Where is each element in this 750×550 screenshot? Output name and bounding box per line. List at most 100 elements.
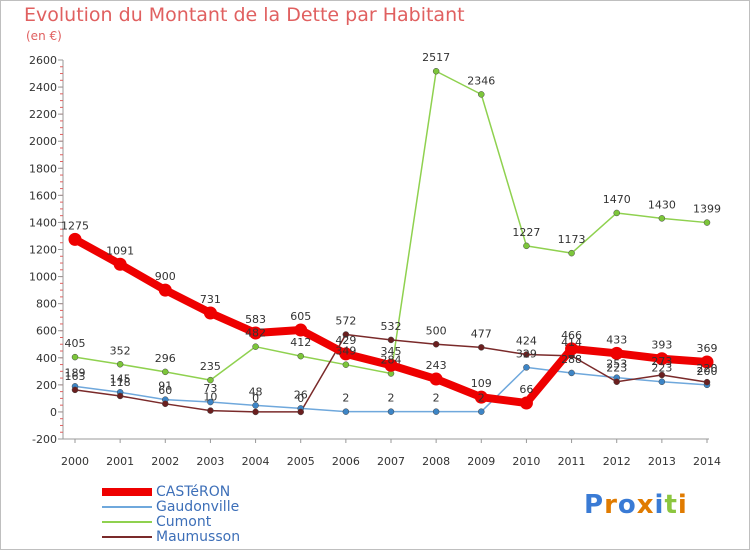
data-point-cumont [703, 219, 711, 226]
y-tick-label: 2400 [29, 81, 57, 94]
x-tick-label: 2002 [151, 455, 179, 468]
legend-item: CASTéRON [102, 483, 240, 500]
data-label-maumusson: 477 [471, 327, 492, 340]
data-label-cast-ron: 605 [290, 310, 311, 323]
data-label-cumont: 1227 [512, 226, 540, 239]
data-point-gaudonville [387, 408, 395, 415]
data-label-maumusson: 532 [381, 320, 402, 333]
x-tick-label: 2000 [61, 455, 89, 468]
y-tick-label: -200 [32, 433, 57, 446]
data-label-gaudonville: 145 [110, 372, 131, 385]
data-label-cumont: 405 [65, 337, 86, 350]
x-tick-label: 2009 [467, 455, 495, 468]
legend-item: Cumont [102, 513, 240, 530]
data-label-cast-ron: 433 [606, 333, 627, 346]
data-point-maumusson [342, 331, 350, 338]
y-tick-label: 1800 [29, 162, 57, 175]
logo-letter: i [677, 490, 688, 520]
y-tick-label: 1600 [29, 189, 57, 202]
data-label-cumont: 349 [335, 345, 356, 358]
data-label-cast-ron: 900 [155, 270, 176, 283]
x-tick-label: 2010 [512, 455, 540, 468]
data-point-cumont [523, 242, 530, 250]
proxiti-logo: Proxiti [584, 490, 688, 520]
data-label-cast-ron: 345 [381, 345, 402, 358]
x-tick-label: 2007 [377, 455, 405, 468]
data-point-maumusson [703, 378, 711, 386]
y-tick-label: 200 [36, 379, 57, 392]
data-label-maumusson: 220 [697, 362, 718, 375]
data-label-cumont: 1470 [603, 193, 631, 206]
x-tick-label: 2003 [196, 455, 224, 468]
data-label-gaudonville: 26 [294, 388, 308, 401]
data-point-cast-ron [249, 326, 263, 340]
data-label-maumusson: 572 [335, 315, 356, 328]
data-point-maumusson [432, 341, 440, 348]
data-point-maumusson [207, 407, 214, 414]
series-markers [68, 67, 714, 416]
data-point-cast-ron [384, 358, 398, 372]
data-point-cumont [432, 67, 440, 75]
legend-swatch [102, 535, 152, 538]
legend-label: Gaudonville [156, 498, 240, 515]
data-label-gaudonville: 2 [433, 392, 440, 405]
legend-label: CASTéRON [156, 483, 231, 500]
y-tick-label: 600 [36, 325, 57, 338]
data-label-cumont: 296 [155, 352, 176, 365]
y-tick-label: 2000 [29, 135, 57, 148]
data-label-gaudonville: 2 [388, 392, 395, 405]
data-label-cast-ron: 66 [519, 383, 533, 396]
data-point-maumusson [252, 408, 259, 416]
x-tick-label: 2001 [106, 455, 134, 468]
data-label-cast-ron: 466 [561, 329, 582, 342]
y-tick-label: 800 [36, 298, 57, 311]
data-point-cast-ron [113, 257, 127, 271]
data-point-cumont [342, 361, 350, 368]
data-point-cumont [162, 368, 169, 376]
logo-letter: i [654, 490, 665, 520]
legend-label: Maumusson [156, 528, 241, 545]
data-label-cast-ron: 583 [245, 313, 266, 326]
data-point-maumusson [658, 371, 666, 379]
data-label-maumusson: 10 [203, 391, 217, 404]
data-point-gaudonville [342, 408, 350, 415]
data-label-cast-ron: 1275 [61, 219, 89, 232]
x-tick-label: 2008 [422, 455, 450, 468]
data-point-gaudonville [207, 398, 214, 406]
data-label-cumont: 482 [245, 327, 266, 340]
data-label-gaudonville: 2 [342, 392, 349, 405]
data-label-cumont: 1430 [648, 198, 676, 211]
data-point-cast-ron [68, 232, 82, 246]
data-label-maumusson: 0 [252, 392, 259, 405]
data-label-gaudonville: 223 [651, 362, 672, 375]
data-point-maumusson [613, 378, 620, 385]
data-point-cumont [71, 353, 79, 361]
data-label-cast-ron: 393 [651, 339, 672, 352]
data-point-cast-ron [700, 355, 714, 369]
data-label-cast-ron: 731 [200, 293, 221, 306]
logo-letter: P [584, 490, 605, 520]
data-point-maumusson [523, 351, 530, 358]
x-tick-label: 2012 [603, 455, 631, 468]
legend-label: Cumont [156, 513, 212, 530]
data-point-cast-ron [203, 306, 217, 320]
x-tick-label: 2004 [242, 455, 270, 468]
legend-swatch [102, 487, 152, 496]
data-label-maumusson: 118 [110, 376, 131, 389]
legend-swatch [102, 520, 152, 523]
data-point-cumont [252, 343, 259, 350]
legend-item: Maumusson [102, 528, 241, 545]
data-point-gaudonville [432, 408, 440, 415]
y-tick-label: 1000 [29, 271, 57, 284]
data-point-cast-ron [655, 352, 669, 366]
data-label-cumont: 1173 [558, 233, 586, 246]
data-point-maumusson [478, 344, 485, 351]
data-label-cumont: 412 [290, 336, 311, 349]
data-point-gaudonville [252, 402, 259, 409]
data-label-gaudonville: 91 [158, 380, 172, 393]
data-label-gaudonville: 288 [561, 353, 582, 366]
y-tick-label: 1400 [29, 216, 57, 229]
axes: -200020040060080010001200140016001800200… [29, 54, 721, 468]
